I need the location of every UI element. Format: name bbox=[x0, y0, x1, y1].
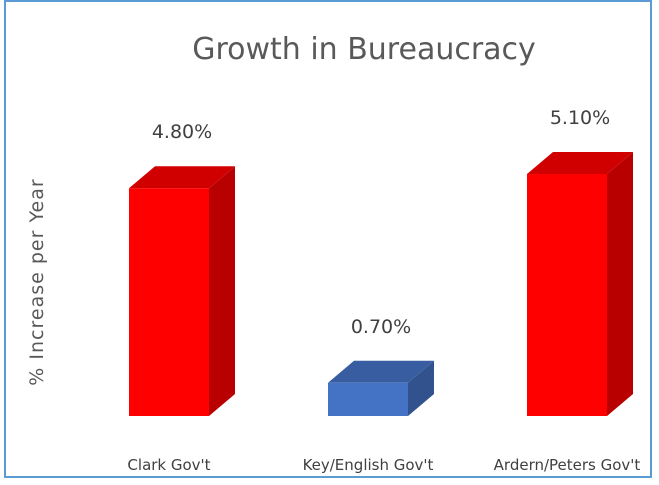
bars-layer bbox=[129, 152, 633, 416]
category-label: Ardern/Peters Gov't bbox=[494, 456, 641, 474]
bar-front-face bbox=[527, 174, 607, 416]
bar-front-face bbox=[328, 382, 408, 416]
bar-top-face bbox=[527, 152, 633, 174]
bar-top-face bbox=[129, 166, 235, 189]
data-label: 4.80% bbox=[152, 121, 212, 143]
category-label: Key/English Gov't bbox=[303, 456, 434, 474]
bar-top-face bbox=[328, 360, 434, 383]
bar-2 bbox=[527, 152, 633, 416]
bar-side-face bbox=[607, 152, 633, 416]
category-label: Clark Gov't bbox=[127, 456, 210, 474]
bar-0 bbox=[129, 166, 235, 416]
data-label: 5.10% bbox=[550, 107, 610, 129]
y-axis-label: % Increase per Year bbox=[26, 178, 48, 385]
bar-front-face bbox=[129, 188, 209, 416]
data-label: 0.70% bbox=[351, 316, 411, 338]
labels-layer: 4.80% Clark Gov't 0.70% Key/English Gov't 5.… bbox=[127, 107, 640, 474]
chart-title: Growth in Bureaucracy bbox=[192, 32, 536, 67]
bar-1 bbox=[328, 360, 434, 416]
bar-side-face bbox=[408, 360, 434, 416]
bar-side-face bbox=[209, 166, 235, 416]
